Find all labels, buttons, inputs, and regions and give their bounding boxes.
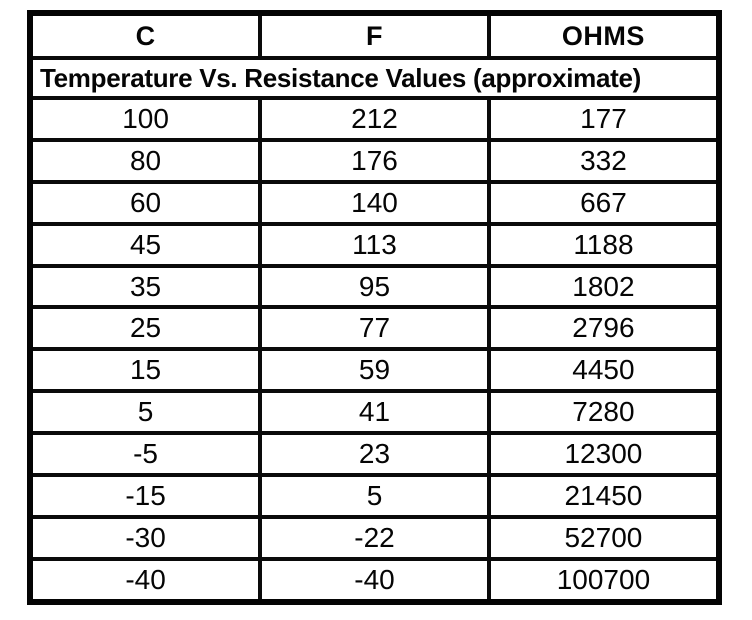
table-cell-celsius: 25 bbox=[27, 305, 263, 352]
table-cell-ohms: 1188 bbox=[486, 221, 722, 268]
table-row: 35 95 1802 bbox=[27, 263, 722, 310]
table-cell-celsius: -40 bbox=[27, 556, 263, 605]
table-cell-fahrenheit: 176 bbox=[258, 137, 491, 184]
table-cell-fahrenheit: -40 bbox=[258, 556, 491, 605]
table-cell-fahrenheit: 212 bbox=[258, 96, 491, 142]
table-cell-celsius: 60 bbox=[27, 179, 263, 226]
temperature-resistance-table: C F OHMS Temperature Vs. Resistance Valu… bbox=[27, 10, 722, 605]
table-body: 100 212 177 80 176 332 60 140 667 45 113 1188 35 95 18… bbox=[27, 96, 722, 605]
table-cell-fahrenheit: 140 bbox=[258, 179, 491, 226]
table-cell-celsius: 80 bbox=[27, 137, 263, 184]
table-cell-fahrenheit: 5 bbox=[258, 473, 491, 519]
table-cell-celsius: -15 bbox=[27, 473, 263, 519]
table-cell-ohms: 1802 bbox=[486, 263, 722, 310]
column-header-fahrenheit: F bbox=[258, 11, 491, 60]
table-cell-fahrenheit: 23 bbox=[258, 431, 491, 478]
table-cell-ohms: 2796 bbox=[486, 305, 722, 352]
table-cell-ohms: 100700 bbox=[486, 556, 722, 605]
table-cell-fahrenheit: 113 bbox=[258, 221, 491, 268]
table-cell-fahrenheit: 59 bbox=[258, 347, 491, 394]
table-cell-ohms: 667 bbox=[486, 179, 722, 226]
table-row: 100 212 177 bbox=[27, 96, 722, 142]
table-cell-celsius: -5 bbox=[27, 431, 263, 478]
table-cell-fahrenheit: 77 bbox=[258, 305, 491, 352]
table-cell-ohms: 52700 bbox=[486, 514, 722, 561]
table-cell-celsius: 45 bbox=[27, 221, 263, 268]
column-header-ohms: OHMS bbox=[486, 11, 722, 60]
table-cell-fahrenheit: 41 bbox=[258, 389, 491, 436]
table-row: 25 77 2796 bbox=[27, 305, 722, 352]
table-title: Temperature Vs. Resistance Values (appro… bbox=[28, 56, 721, 100]
title-row: Temperature Vs. Resistance Values (appro… bbox=[28, 56, 721, 100]
table-cell-celsius: 5 bbox=[27, 389, 263, 436]
table-cell-celsius: 100 bbox=[27, 96, 263, 142]
table-row: 5 41 7280 bbox=[27, 389, 722, 436]
table-cell-fahrenheit: -22 bbox=[258, 514, 491, 561]
table-row: -15 5 21450 bbox=[27, 473, 722, 519]
table-cell-ohms: 177 bbox=[486, 96, 722, 142]
column-header-celsius: C bbox=[27, 11, 263, 60]
table-cell-fahrenheit: 95 bbox=[258, 263, 491, 310]
table-cell-ohms: 21450 bbox=[486, 473, 722, 519]
table-row: -30 -22 52700 bbox=[27, 514, 722, 561]
table-cell-ohms: 12300 bbox=[486, 431, 722, 478]
table-cell-celsius: 35 bbox=[27, 263, 263, 310]
table-row: 60 140 667 bbox=[27, 179, 722, 226]
table-cell-celsius: -30 bbox=[27, 514, 263, 561]
table-row: 15 59 4450 bbox=[27, 347, 722, 394]
table-row: 45 113 1188 bbox=[27, 221, 722, 268]
table-cell-ohms: 4450 bbox=[486, 347, 722, 394]
table-cell-ohms: 7280 bbox=[486, 389, 722, 436]
table-row: 80 176 332 bbox=[27, 137, 722, 184]
table-row: -5 23 12300 bbox=[27, 431, 722, 478]
table-row: -40 -40 100700 bbox=[27, 556, 722, 605]
table-cell-celsius: 15 bbox=[27, 347, 263, 394]
table-cell-ohms: 332 bbox=[486, 137, 722, 184]
header-row: C F OHMS bbox=[27, 11, 722, 60]
